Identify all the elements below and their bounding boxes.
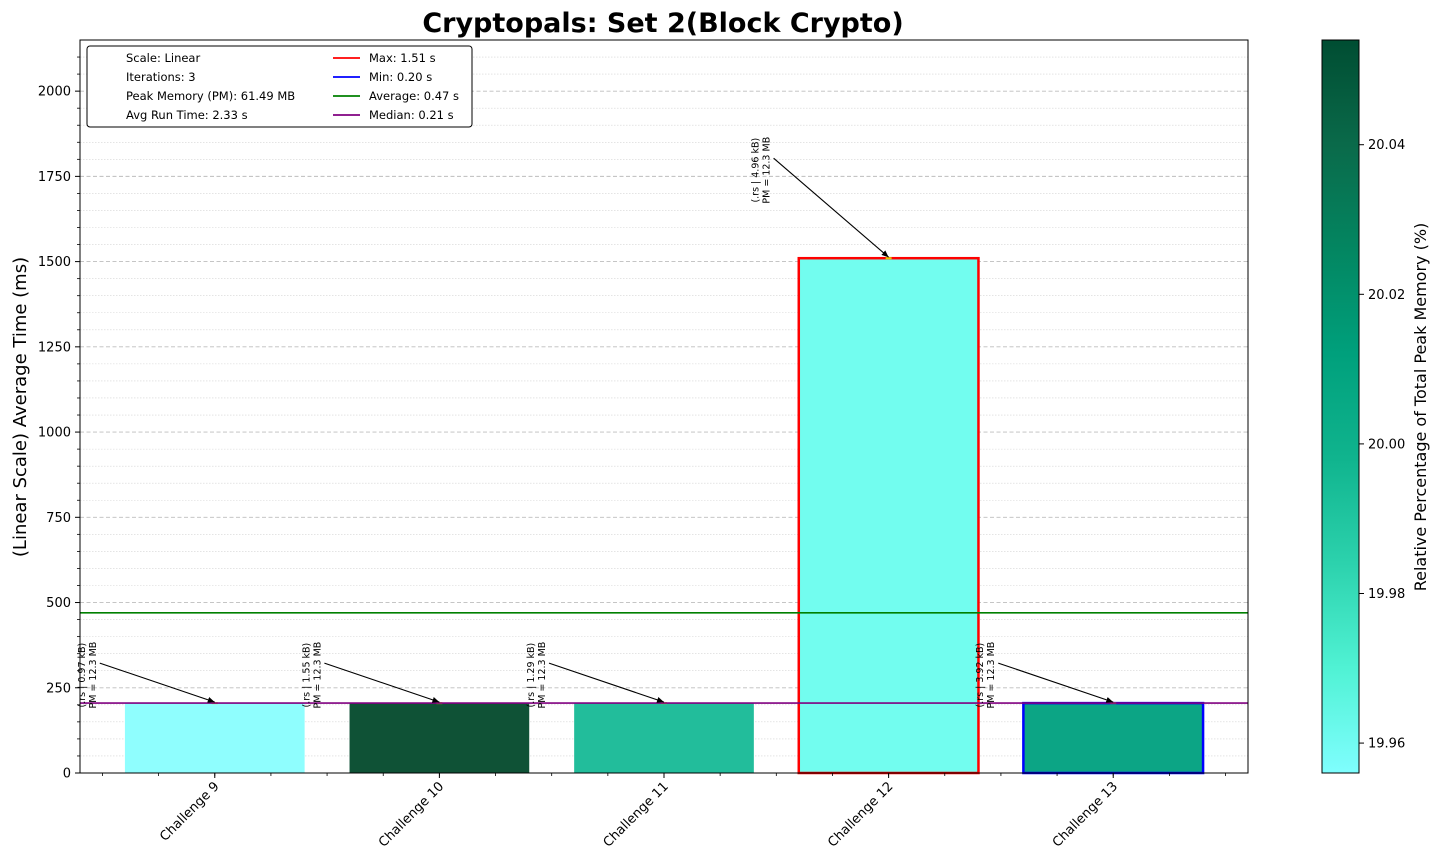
annotation-file-size: (.rs | 4.96 kB) — [751, 138, 762, 203]
x-tick-label: Challenge 13 — [1050, 779, 1121, 850]
reference-lines — [80, 611, 1248, 704]
legend-info-item: Avg Run Time: 2.33 s — [126, 108, 248, 122]
annotation-label: (.rs | 4.96 kB) PM = 12.3 MB — [751, 137, 773, 204]
y-tick-label: 250 — [46, 681, 71, 696]
x-tick-label: Challenge 10 — [376, 779, 447, 850]
annotation-peak-memory: PM = 12.3 MB — [312, 642, 323, 709]
annotation-file-size: (.rs | 1.55 kB) — [301, 643, 312, 708]
legend-box — [86, 45, 473, 128]
colorbar-tick-label: 19.98 — [1368, 587, 1405, 602]
colorbar-tick-label: 19.96 — [1368, 737, 1405, 752]
legend-info-item: Scale: Linear — [126, 51, 200, 65]
plot-frame — [79, 39, 1249, 774]
annotation-peak-memory: PM = 12.3 MB — [537, 642, 548, 709]
x-tick-label: Challenge 11 — [601, 779, 672, 850]
legend-line-label: Min: 0.20 s — [369, 70, 432, 84]
legend: Scale: Linear Iterations: 3 Peak Memory (P… — [86, 45, 473, 128]
y-tick-label: 1750 — [38, 170, 71, 185]
y-tick-label: 750 — [46, 511, 71, 526]
legend-line-label: Max: 1.51 s — [369, 51, 436, 65]
chart-title: Cryptopals: Set 2(Block Crypto) — [422, 8, 903, 39]
bar-challenge-9 — [124, 703, 305, 773]
annotation-peak-memory: PM = 12.3 MB — [986, 642, 997, 709]
annotation-label: (.rs | 1.29 kB) PM = 12.3 MB — [526, 642, 548, 709]
annotation-file-size: (.rs | 1.29 kB) — [526, 643, 537, 708]
y-tick-label: 0 — [63, 767, 71, 782]
annotation-label: (.rs | 3.92 kB) PM = 12.3 MB — [975, 642, 997, 709]
annotation-arrow — [99, 662, 215, 703]
y-tick-label: 500 — [46, 596, 71, 611]
colorbar-label: Relative Percentage of Total Peak Memory… — [1411, 223, 1430, 592]
annotation-arrow — [324, 662, 440, 703]
annotation-label: (.rs | 0.97 kB) PM = 12.3 MB — [77, 642, 99, 709]
bar-challenge-10 — [349, 703, 530, 773]
grid-lines — [80, 56, 1248, 757]
bar-challenge-11 — [574, 703, 754, 773]
colorbar-tick-label: 20.00 — [1368, 437, 1405, 452]
legend-line-label: Median: 0.21 s — [369, 108, 454, 122]
y-axis-label: (Linear Scale) Average Time (ms) — [10, 257, 31, 557]
x-tick-label: Challenge 9 — [157, 779, 222, 844]
colorbar-gradient — [1321, 39, 1360, 774]
annotation-arrow — [548, 662, 665, 703]
y-tick-label: 1250 — [38, 340, 71, 355]
colorbar-tick-label: 20.04 — [1368, 138, 1405, 153]
legend-line-label: Average: 0.47 s — [369, 89, 459, 103]
annotation-peak-memory: PM = 12.3 MB — [88, 642, 99, 709]
legend-info-item: Peak Memory (PM): 61.49 MB — [126, 89, 295, 103]
colorbar-tick-label: 20.02 — [1368, 288, 1405, 303]
annotation-arrow — [773, 157, 889, 258]
annotation-label: (.rs | 1.55 kB) PM = 12.3 MB — [301, 642, 323, 709]
y-tick-label: 2000 — [38, 85, 71, 100]
bar-challenge-13 — [1022, 701, 1205, 775]
legend-info-item: Iterations: 3 — [126, 70, 196, 84]
annotation-file-size: (.rs | 3.92 kB) — [975, 643, 986, 708]
annotation-arrow — [998, 662, 1114, 703]
y-tick-label: 1500 — [38, 255, 71, 270]
y-tick-label: 1000 — [38, 426, 71, 441]
annotation-file-size: (.rs | 0.97 kB) — [77, 643, 88, 708]
colorbar: 19.96 19.98 20.00 20.02 20.04 Relative Percen… — [1321, 39, 1430, 774]
x-tick-label: Challenge 12 — [825, 779, 896, 850]
annotations: (.rs | 0.97 kB) PM = 12.3 MB (.rs | 1.55 k… — [77, 137, 1114, 709]
bars — [124, 256, 1205, 775]
bar-challenge-12 — [797, 256, 980, 775]
annotation-peak-memory: PM = 12.3 MB — [762, 137, 773, 204]
